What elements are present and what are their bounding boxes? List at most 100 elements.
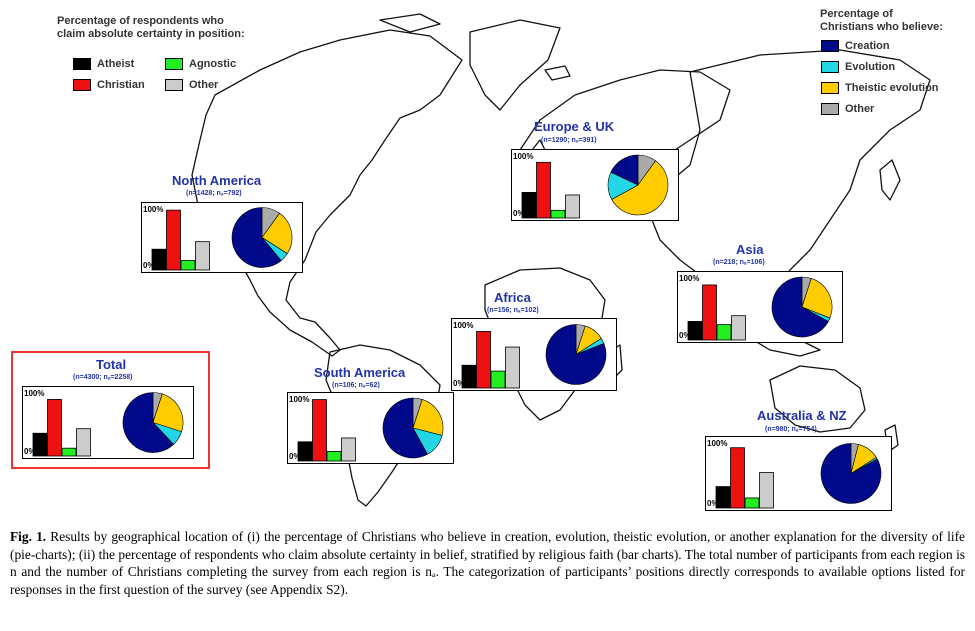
region-title-europe-uk: Europe & UK [534,119,615,134]
swatch-evolution [821,61,839,73]
swatch-bar-other [165,79,183,91]
region-title-asia: Asia [736,242,764,257]
y-label-top: 100% [707,439,727,448]
figure-caption: Fig. 1. Results by geographical location… [10,528,965,598]
bar-atheist [32,432,48,457]
pie-legend-item-evolution: Evolution [821,61,895,73]
bar-legend-item-other: Other [165,79,218,91]
region-n-europe-uk: (n=1290; nₐ=391) [541,137,597,144]
australia-outline [769,365,866,433]
japan-outline [879,159,901,201]
caption-label: Fig. 1. [10,529,47,544]
chart-box-africa: 100% 0% [451,318,617,391]
region-n-africa: (n=156; nₐ=102) [487,307,539,314]
total-highlight-frame [11,351,210,469]
pie-slice-creation [382,397,428,459]
bar-agnostic [550,209,566,219]
bar-christian [536,161,551,219]
region-n-australia-nz: (n=980; nₐ=754) [765,426,817,433]
swatch-christian [73,79,91,91]
pie-legend-item-creation: Creation [821,40,890,52]
bar-atheist [715,486,731,509]
y-label-bottom: 0% [24,447,36,456]
bar-other [505,346,520,389]
pie-legend-label-theistic: Theistic evolution [845,82,939,94]
y-label-top: 100% [513,152,533,161]
bar-agnostic [180,260,196,271]
bar-christian [312,399,327,462]
world-map-outline [191,13,931,507]
bar-legend-label-atheist: Atheist [97,58,135,70]
bar-agnostic [326,451,342,462]
bar-atheist [151,248,167,271]
bar-christian [476,331,491,389]
arctic-islands-outline [379,13,441,33]
chart-svg-south-america: 100% 0% [289,395,444,462]
iceland-outline [544,65,571,81]
pie-slice-creation [610,154,639,186]
bar-atheist [297,441,313,462]
swatch-creation [821,40,839,52]
bar-other [76,428,91,457]
pie-legend-item-other: Other [821,103,874,115]
greenland-outline [469,19,561,111]
y-label-bottom: 0% [143,261,155,270]
bar-other [341,437,356,462]
bar-legend-label-other: Other [189,79,219,91]
bar-agnostic [716,324,732,341]
bar-legend-item-agnostic: Agnostic [165,58,236,70]
pie-legend-label-other: Other [845,103,875,115]
region-title-australia-nz: Australia & NZ [757,408,847,423]
pie-slice-creation [771,276,829,338]
region-n-asia: (n=218; nₐ=106) [713,259,765,266]
region-title-north-america: North America [172,173,262,188]
chart-svg-total: 100% 0% [24,389,184,457]
y-label-bottom: 0% [707,499,719,508]
bar-legend-title-line2: claim absolute certainty in position: [57,28,245,40]
pie-legend: Percentage of Christians who believe: [820,8,943,34]
swatch-theistic [821,82,839,94]
chart-box-north-america: 100% 0% [141,202,303,273]
swatch-pie-other [821,103,839,115]
pie-slice-theistic-evolution [152,393,184,433]
bar-christian [166,209,181,271]
y-label-top: 100% [289,395,309,404]
chart-box-south-america: 100% 0% [287,392,454,464]
bar-atheist [521,192,537,219]
chart-svg-australia-nz: 100% 0% [707,439,882,509]
y-label-bottom: 0% [679,331,691,340]
region-title-south-america: South America [314,365,406,380]
pie-legend-title-line1: Percentage of [820,8,893,20]
pie-slice-creation [122,392,174,453]
pie-legend-label-creation: Creation [845,40,890,52]
chart-box-asia: 100% 0% [677,271,843,343]
bar-legend: Percentage of respondents who claim abso… [57,15,245,41]
y-label-top: 100% [679,274,699,283]
region-n-total: (n=4300; nₐ=2258) [73,374,133,381]
bar-christian [47,399,62,457]
y-label-top: 100% [24,389,44,398]
bar-legend-label-christian: Christian [97,79,145,91]
chart-box-total: 100% 0% [22,386,194,459]
region-n-north-america: (n=1428; nₐ=792) [186,190,242,197]
pie-slice-theistic-evolution [801,278,833,319]
y-label-bottom: 0% [289,452,301,461]
pie-legend-title-line2: Christians who believe: [820,21,943,33]
bar-legend-label-agnostic: Agnostic [189,58,237,70]
chart-svg-africa: 100% 0% [453,321,607,389]
region-title-africa: Africa [494,290,531,305]
swatch-atheist [73,58,91,70]
bar-legend-title-line1: Percentage of respondents who [57,15,224,27]
bar-legend-item-atheist: Atheist [73,58,134,70]
bar-atheist [461,364,477,389]
bar-other [731,315,746,341]
pie-slice-creation [545,324,607,385]
pie-legend-item-theistic: Theistic evolution [821,82,939,94]
pie-slice-theistic-evolution [611,160,669,216]
chart-svg-asia: 100% 0% [679,274,833,341]
bar-other [565,194,580,219]
chart-svg-europe-uk: 100% 0% [513,152,669,219]
pie-slice-creation [231,207,282,268]
pie-slice-theistic-evolution [412,399,444,436]
swatch-agnostic [165,58,183,70]
